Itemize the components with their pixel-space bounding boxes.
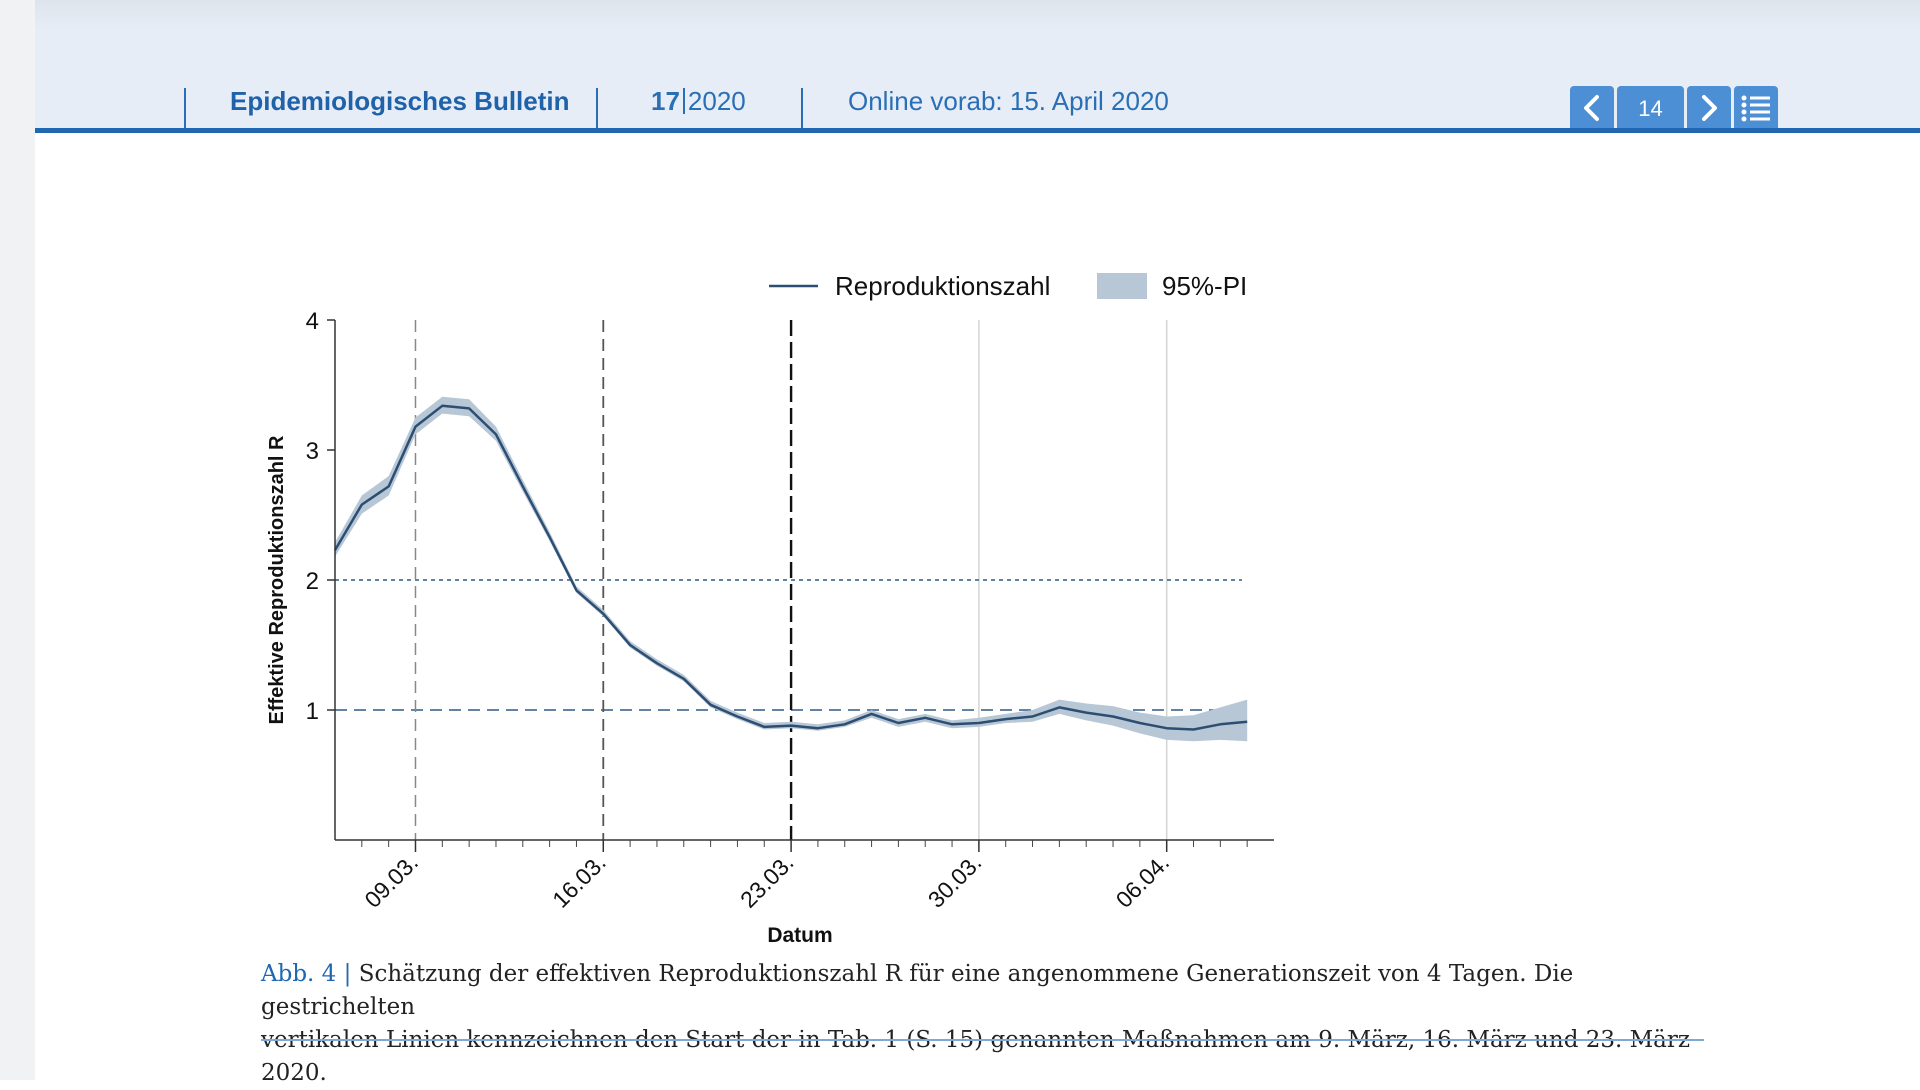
legend-band-swatch: [1097, 273, 1147, 299]
x-tick-label: 06.04.: [1111, 849, 1175, 913]
page-number[interactable]: 14: [1617, 86, 1684, 130]
chart-axes: [334, 320, 1274, 841]
chevron-right-icon: [1702, 95, 1717, 121]
x-axis-label: Datum: [767, 924, 832, 947]
viewer-left-margin: [0, 0, 35, 1080]
y-axis-ticks: 1 2 3 4: [306, 308, 335, 725]
chevron-left-icon: [1584, 95, 1599, 121]
list-icon: [1741, 95, 1770, 122]
issue-divider: [682, 88, 685, 114]
y-tick-label: 2: [306, 568, 319, 595]
reference-lines: [335, 579, 1242, 711]
header-separator: [801, 88, 803, 130]
intervention-lines: [414, 320, 793, 840]
legend-label-line: Reproduktionszahl: [835, 271, 1050, 301]
previous-page-button[interactable]: [1570, 86, 1614, 130]
caption-line-1: Schätzung der effektiven Reproduktionsza…: [261, 961, 1574, 1020]
x-tick-label: 30.03.: [923, 849, 987, 913]
reproduction-number-line: [333, 404, 1248, 731]
caption-label: Abb. 4 |: [261, 961, 352, 987]
issue-year: 2020: [687, 86, 746, 116]
x-tick-label: 23.03.: [735, 849, 799, 913]
journal-title: Epidemiologisches Bulletin: [230, 86, 570, 116]
table-of-contents-button[interactable]: [1734, 86, 1778, 130]
x-tick-label: 16.03.: [547, 849, 611, 913]
y-tick-label: 4: [306, 308, 319, 335]
header-separator: [596, 88, 598, 130]
issue-label: 17 2020: [651, 86, 746, 117]
chart-legend: Reproduktionszahl 95%-PI: [769, 271, 1247, 301]
figure-caption: Abb. 4 | Schätzung der effektiven Reprod…: [261, 958, 1711, 1090]
caption-line-2: vertikalen Linien kennzeichnen den Start…: [261, 1027, 1691, 1086]
reproduction-number-chart: Reproduktionszahl 95%-PI 1 2 3 4 09.03. 16.0…: [266, 271, 1274, 947]
header-separator: [184, 88, 186, 130]
issue-number: 17: [651, 86, 680, 116]
y-tick-label: 3: [306, 438, 319, 465]
online-date: Online vorab: 15. April 2020: [848, 86, 1169, 116]
x-axis-ticks: 09.03. 16.03. 23.03. 30.03. 06.04.: [359, 840, 1174, 913]
legend-label-band: 95%-PI: [1162, 271, 1247, 301]
bulletin-header: Epidemiologisches Bulletin 17 2020 Online…: [35, 0, 1920, 133]
x-tick-label: 09.03.: [359, 849, 423, 913]
caption-rule: [261, 1039, 1704, 1041]
header-rule: [35, 128, 1920, 133]
x-axis-minor-ticks: [361, 840, 1248, 847]
document-page: Epidemiologisches Bulletin 17 2020 Online…: [35, 0, 1920, 1080]
next-page-button[interactable]: [1687, 86, 1731, 130]
y-axis-label: Effektive Reproduktionszahl R: [266, 435, 288, 724]
y-tick-label: 1: [306, 698, 319, 725]
